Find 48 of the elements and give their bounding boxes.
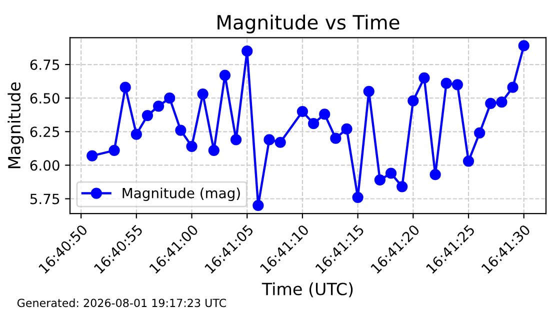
- point: [308, 118, 320, 130]
- point: [507, 82, 518, 93]
- point: [208, 144, 220, 156]
- point: [385, 168, 397, 179]
- point: [363, 86, 374, 97]
- point: [452, 79, 463, 90]
- point: [496, 96, 508, 108]
- point: [86, 150, 98, 162]
- text: Generated: 2026-08-01 19:17:23 UTC: [17, 298, 226, 308]
- y-tick-label: 6.75: [30, 59, 60, 70]
- point: [374, 174, 386, 186]
- point: [330, 132, 342, 144]
- point: [142, 110, 154, 122]
- point: [120, 82, 131, 93]
- point: [186, 140, 198, 152]
- point: [408, 95, 419, 106]
- point: [197, 88, 208, 100]
- point: [219, 70, 231, 81]
- y-axis-title: Magnitude: [8, 82, 24, 168]
- point: [230, 134, 242, 146]
- chart-title: Magnitude vs Time: [218, 14, 400, 34]
- point: [274, 136, 286, 148]
- legend-label: Magnitude (mag): [122, 188, 240, 202]
- y-tick-label: 6.00: [30, 160, 60, 171]
- point: [296, 106, 308, 118]
- point: [474, 127, 486, 139]
- point: [130, 128, 142, 140]
- point: [252, 200, 264, 212]
- point: [175, 124, 186, 136]
- y-tick-label: 6.50: [30, 93, 60, 104]
- y-tick-label: 6.25: [30, 126, 60, 138]
- point: [108, 144, 120, 156]
- point: [485, 98, 496, 110]
- point: [153, 100, 164, 112]
- point: [462, 156, 474, 167]
- x-axis-title: Time (UTC): [262, 282, 353, 298]
- y-tick-label: 5.75: [30, 194, 60, 204]
- point: [430, 169, 441, 180]
- point: [164, 92, 176, 104]
- point: [352, 192, 364, 203]
- point: [518, 40, 530, 52]
- point: [264, 134, 275, 146]
- point: [396, 181, 408, 192]
- point: [242, 46, 253, 57]
- point: [418, 72, 430, 84]
- point: [440, 78, 452, 89]
- point: [319, 108, 330, 120]
- point: [341, 123, 352, 135]
